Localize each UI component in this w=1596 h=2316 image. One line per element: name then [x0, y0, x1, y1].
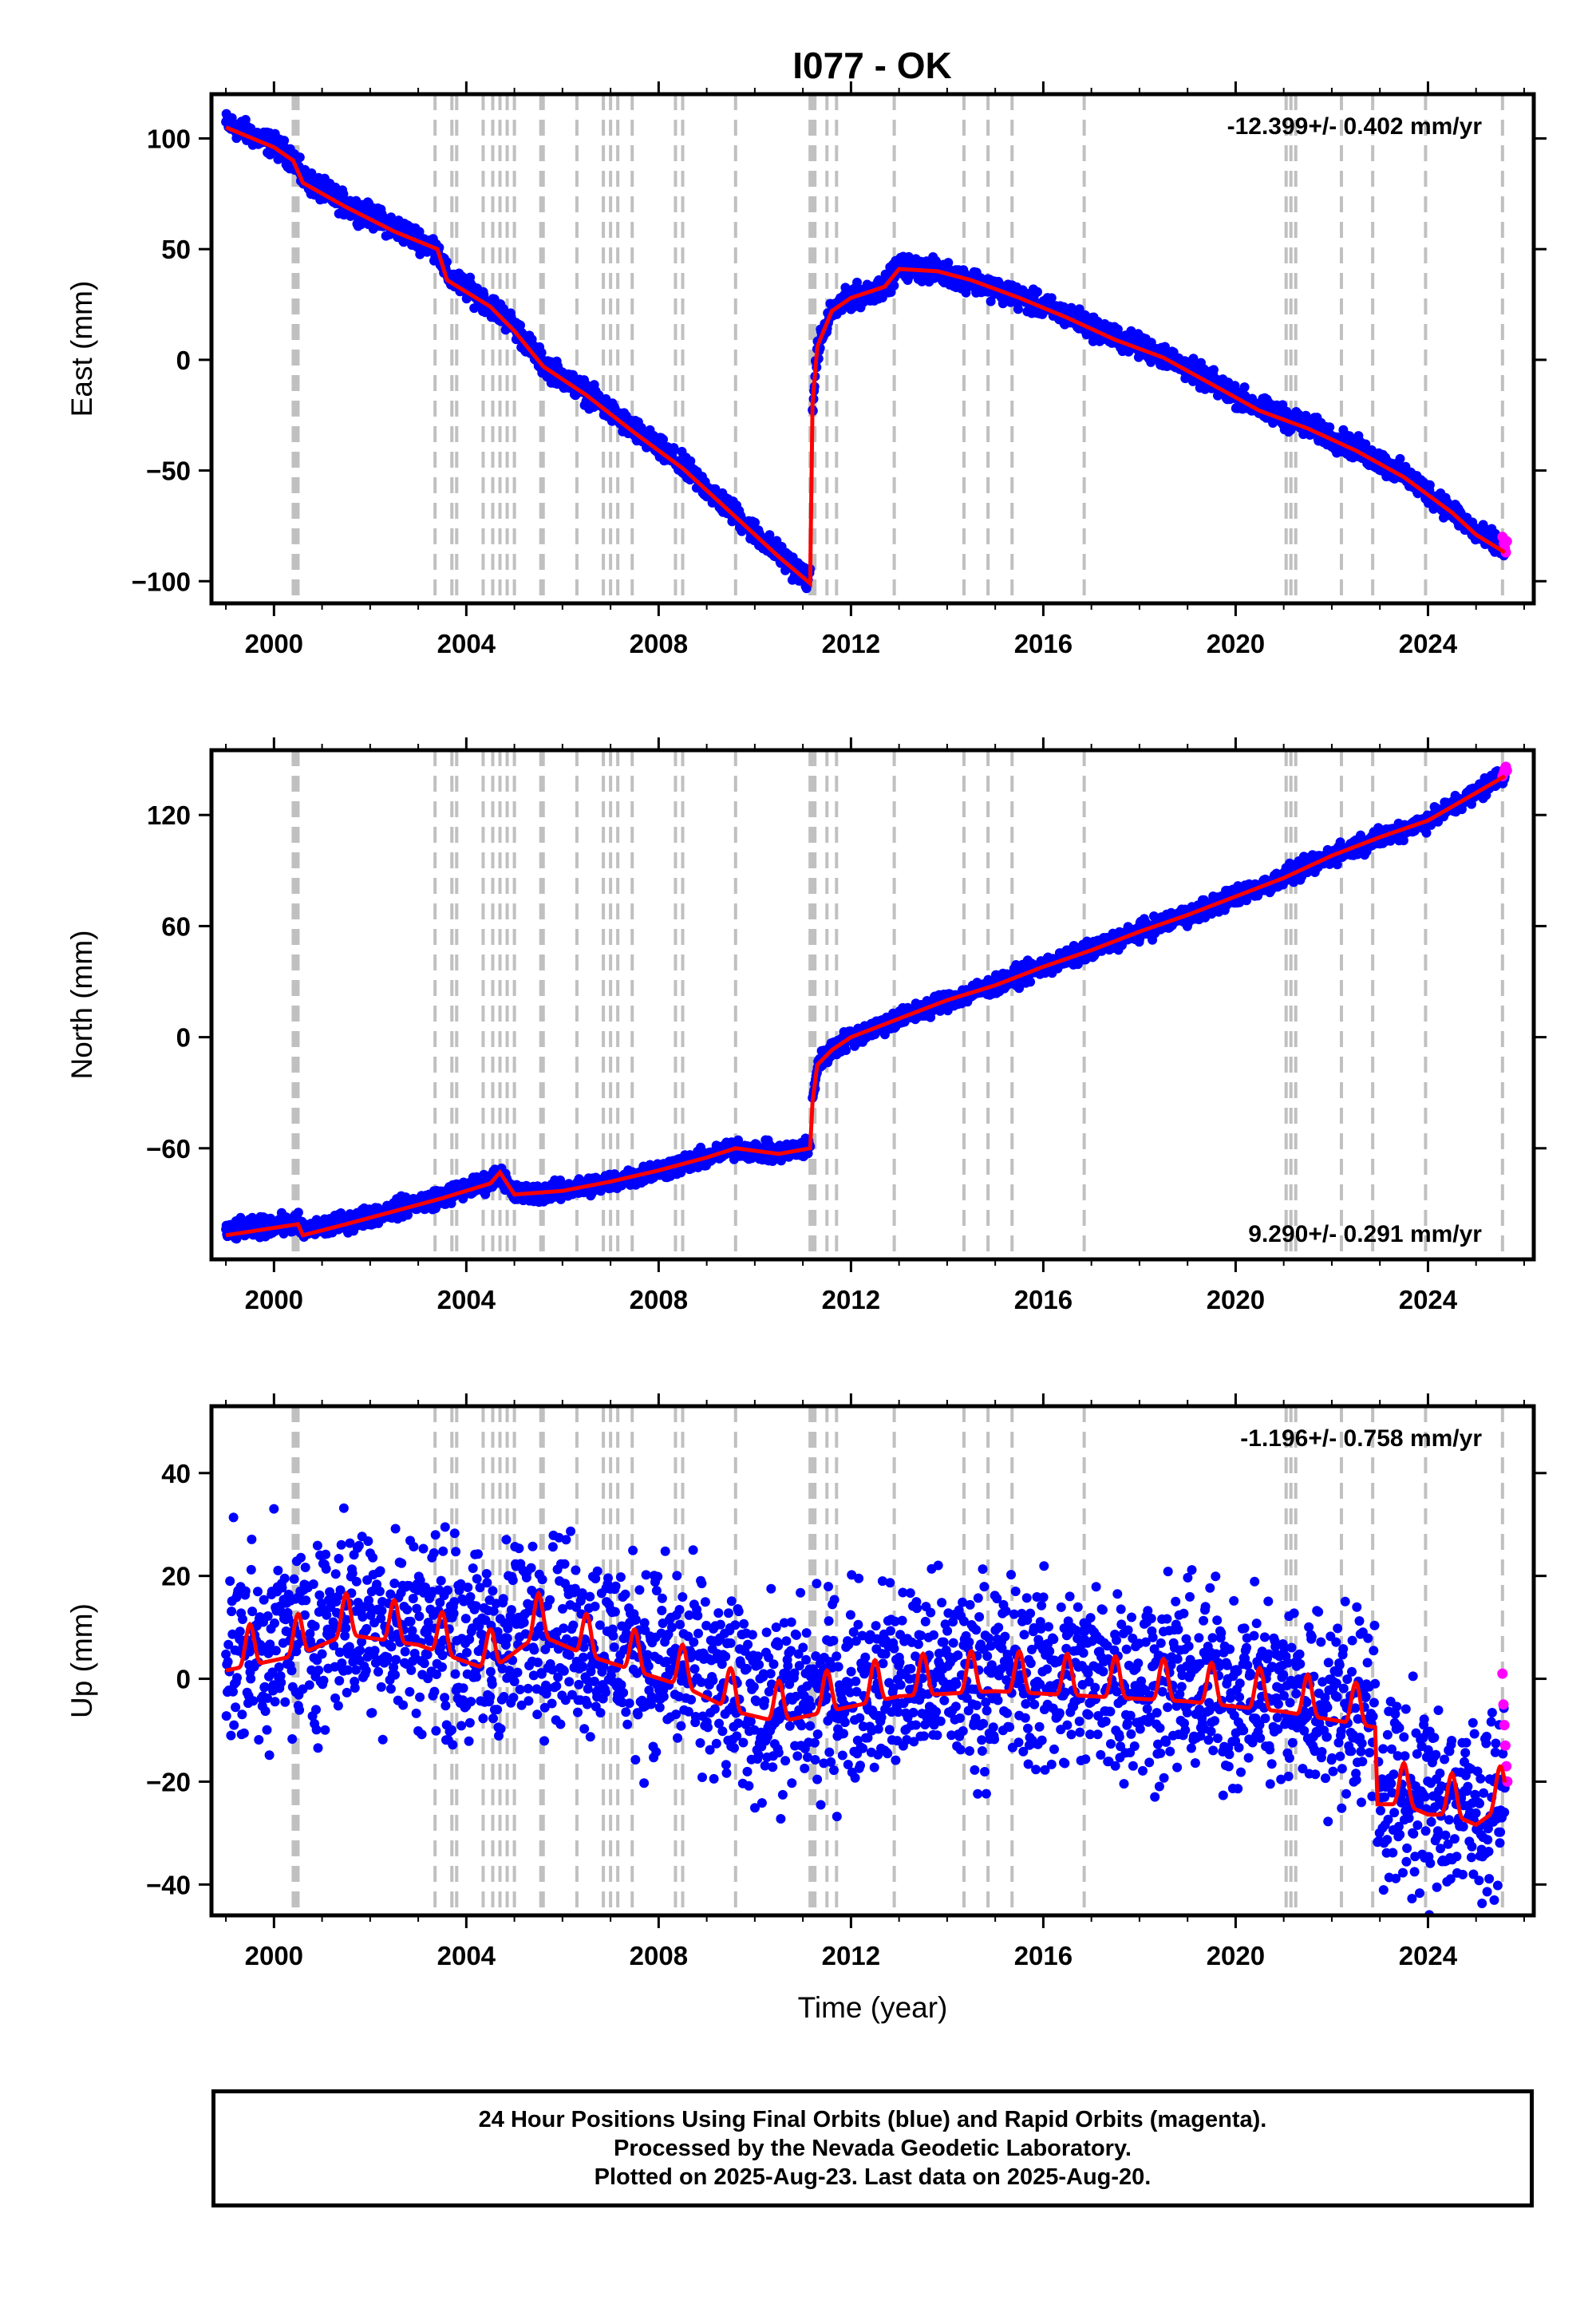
panel-east: 2000 2004 2008 2012 2016 2020 2024 100 50 0 −50 −10… — [65, 81, 1547, 658]
event-lines — [291, 94, 1504, 603]
final-orbit-point — [499, 304, 508, 314]
final-orbit-point — [750, 517, 760, 528]
y-tick-label: 100 — [147, 124, 191, 153]
plot-frame — [209, 92, 1536, 606]
final-orbit-point — [338, 189, 349, 200]
final-orbit-point — [441, 257, 452, 267]
panel-north: 2000 2004 2008 2012 2016 2020 2024120600−60Nor… — [65, 737, 1547, 1314]
final-orbit-point — [1074, 304, 1084, 314]
y-tick-label: −100 — [132, 567, 191, 596]
x-tick-label: 2012 — [822, 629, 880, 658]
y-axis: 100 50 0 −50 −100 — [132, 124, 1547, 596]
event-lines — [291, 750, 1504, 1259]
x-tick-label: 2008 — [630, 629, 688, 658]
final-orbit-point — [294, 152, 305, 163]
final-orbit-point — [1159, 342, 1170, 352]
y-axis-label: East (mm) — [65, 281, 98, 417]
final-orbit-point — [1025, 977, 1036, 987]
x-axis: 2000 2004 2008 2012 2016 2020 2024 — [225, 81, 1525, 658]
data-points — [221, 109, 1512, 594]
x-tick-label: 2000 — [245, 629, 303, 658]
x-tick-label: 2024 — [1399, 629, 1458, 658]
final-orbit-point — [1395, 453, 1405, 464]
final-orbit-point — [764, 530, 775, 540]
x-tick-label: 2004 — [437, 629, 496, 658]
final-orbit-point — [658, 434, 668, 445]
final-orbit-point — [986, 296, 996, 306]
final-orbit-point — [414, 227, 425, 237]
model-fit-line — [225, 125, 1507, 588]
final-orbit-point — [1424, 480, 1435, 490]
final-orbit-point — [669, 443, 679, 453]
y-tick-label: 50 — [161, 235, 191, 264]
final-orbit-point — [852, 277, 862, 287]
final-orbit-point — [943, 258, 954, 268]
final-orbit-point — [961, 287, 971, 298]
rapid-orbit-point — [1501, 536, 1512, 547]
final-orbit-point — [1208, 365, 1219, 375]
y-tick-label: −50 — [146, 456, 191, 486]
final-orbit-point — [1325, 422, 1335, 433]
x-tick-label: 2020 — [1207, 629, 1265, 658]
final-orbit-point — [1239, 382, 1250, 393]
data-points — [221, 761, 1512, 1244]
chart-panels: 2000 2004 2008 2012 2016 2020 2024 100 50 0 −50 −10… — [65, 81, 1547, 2024]
final-orbit-point — [279, 136, 290, 146]
final-orbit-point — [536, 347, 547, 358]
final-orbit-point — [931, 256, 942, 267]
final-orbit-point — [1046, 293, 1057, 303]
x-tick-label: 2016 — [1014, 629, 1073, 658]
final-orbit-point — [1033, 287, 1042, 297]
chart-title: I077 - OK — [792, 45, 951, 86]
rate-label: -12.399+/- 0.402 mm/yr — [1227, 113, 1483, 140]
final-orbit-point — [889, 280, 899, 290]
final-orbit-point — [293, 1207, 303, 1218]
final-orbit-point — [841, 1045, 851, 1055]
y-tick-label: 0 — [176, 346, 191, 375]
final-orbit-point — [1013, 304, 1023, 314]
